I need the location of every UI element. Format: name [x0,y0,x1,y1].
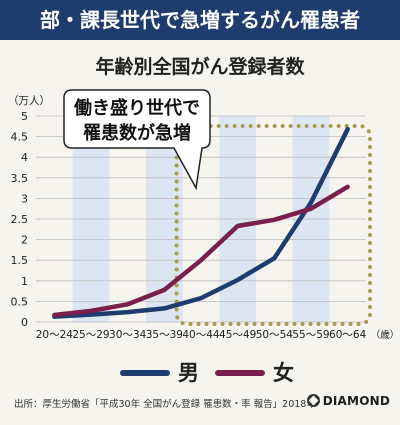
y-axis-unit: （万人） [8,95,50,107]
legend: 男 女 [0,359,400,387]
x-tick-label: 45〜49 [219,329,256,341]
y-tick-label: 3 [21,192,28,205]
y-tick-label: 0.5 [11,295,29,308]
x-tick-label: 25〜29 [72,329,109,341]
legend-label-male: 男 [178,361,199,385]
legend-swatch-female [215,370,265,376]
y-tick-label: 2.5 [11,213,29,226]
x-tick-label: 55〜59 [292,329,329,341]
diamond-logo-icon [306,394,320,407]
diamond-logo: DIAMOND [306,394,390,412]
y-tick-label: 5 [21,110,28,123]
source-note: 出所：厚生労働省「平成30年 全国がん登録 罹患数・率 報告」2018年 [14,399,316,410]
x-tick-label: 40〜44 [182,329,220,341]
x-tick-label: 30〜34 [109,329,147,341]
legend-swatch-male [120,370,170,376]
x-tick-label: 60〜64 [329,329,367,341]
banner-title: 部・課長世代で急増するがん罹患者 [0,0,400,40]
callout-text: 働き盛り世代で [73,97,200,119]
y-tick-label: 4.5 [11,131,29,144]
highlight-region [174,124,372,326]
y-tick-label: 2 [21,234,28,247]
callout-box [63,89,211,191]
x-tick-label: 50〜54 [256,329,294,341]
y-tick-label: 1.5 [11,254,29,267]
y-tick-label: 3.5 [11,172,29,185]
x-tick-label: 20〜24 [36,329,74,341]
y-tick-label: 4 [21,151,28,164]
diamond-logo-text: DIAMOND [322,394,390,408]
legend-label-female: 女 [273,361,294,385]
series-line-female [52,184,350,318]
callout-text: 罹患数が急増 [83,122,191,144]
y-tick-label: 0 [21,316,28,329]
x-tick-label: 35〜39 [146,329,183,341]
chart-title: 年齢別全国がん登録者数 [95,56,305,78]
y-tick-label: 1 [21,275,28,288]
x-axis-unit: （歳） [371,329,400,341]
series-line-male [52,126,350,319]
